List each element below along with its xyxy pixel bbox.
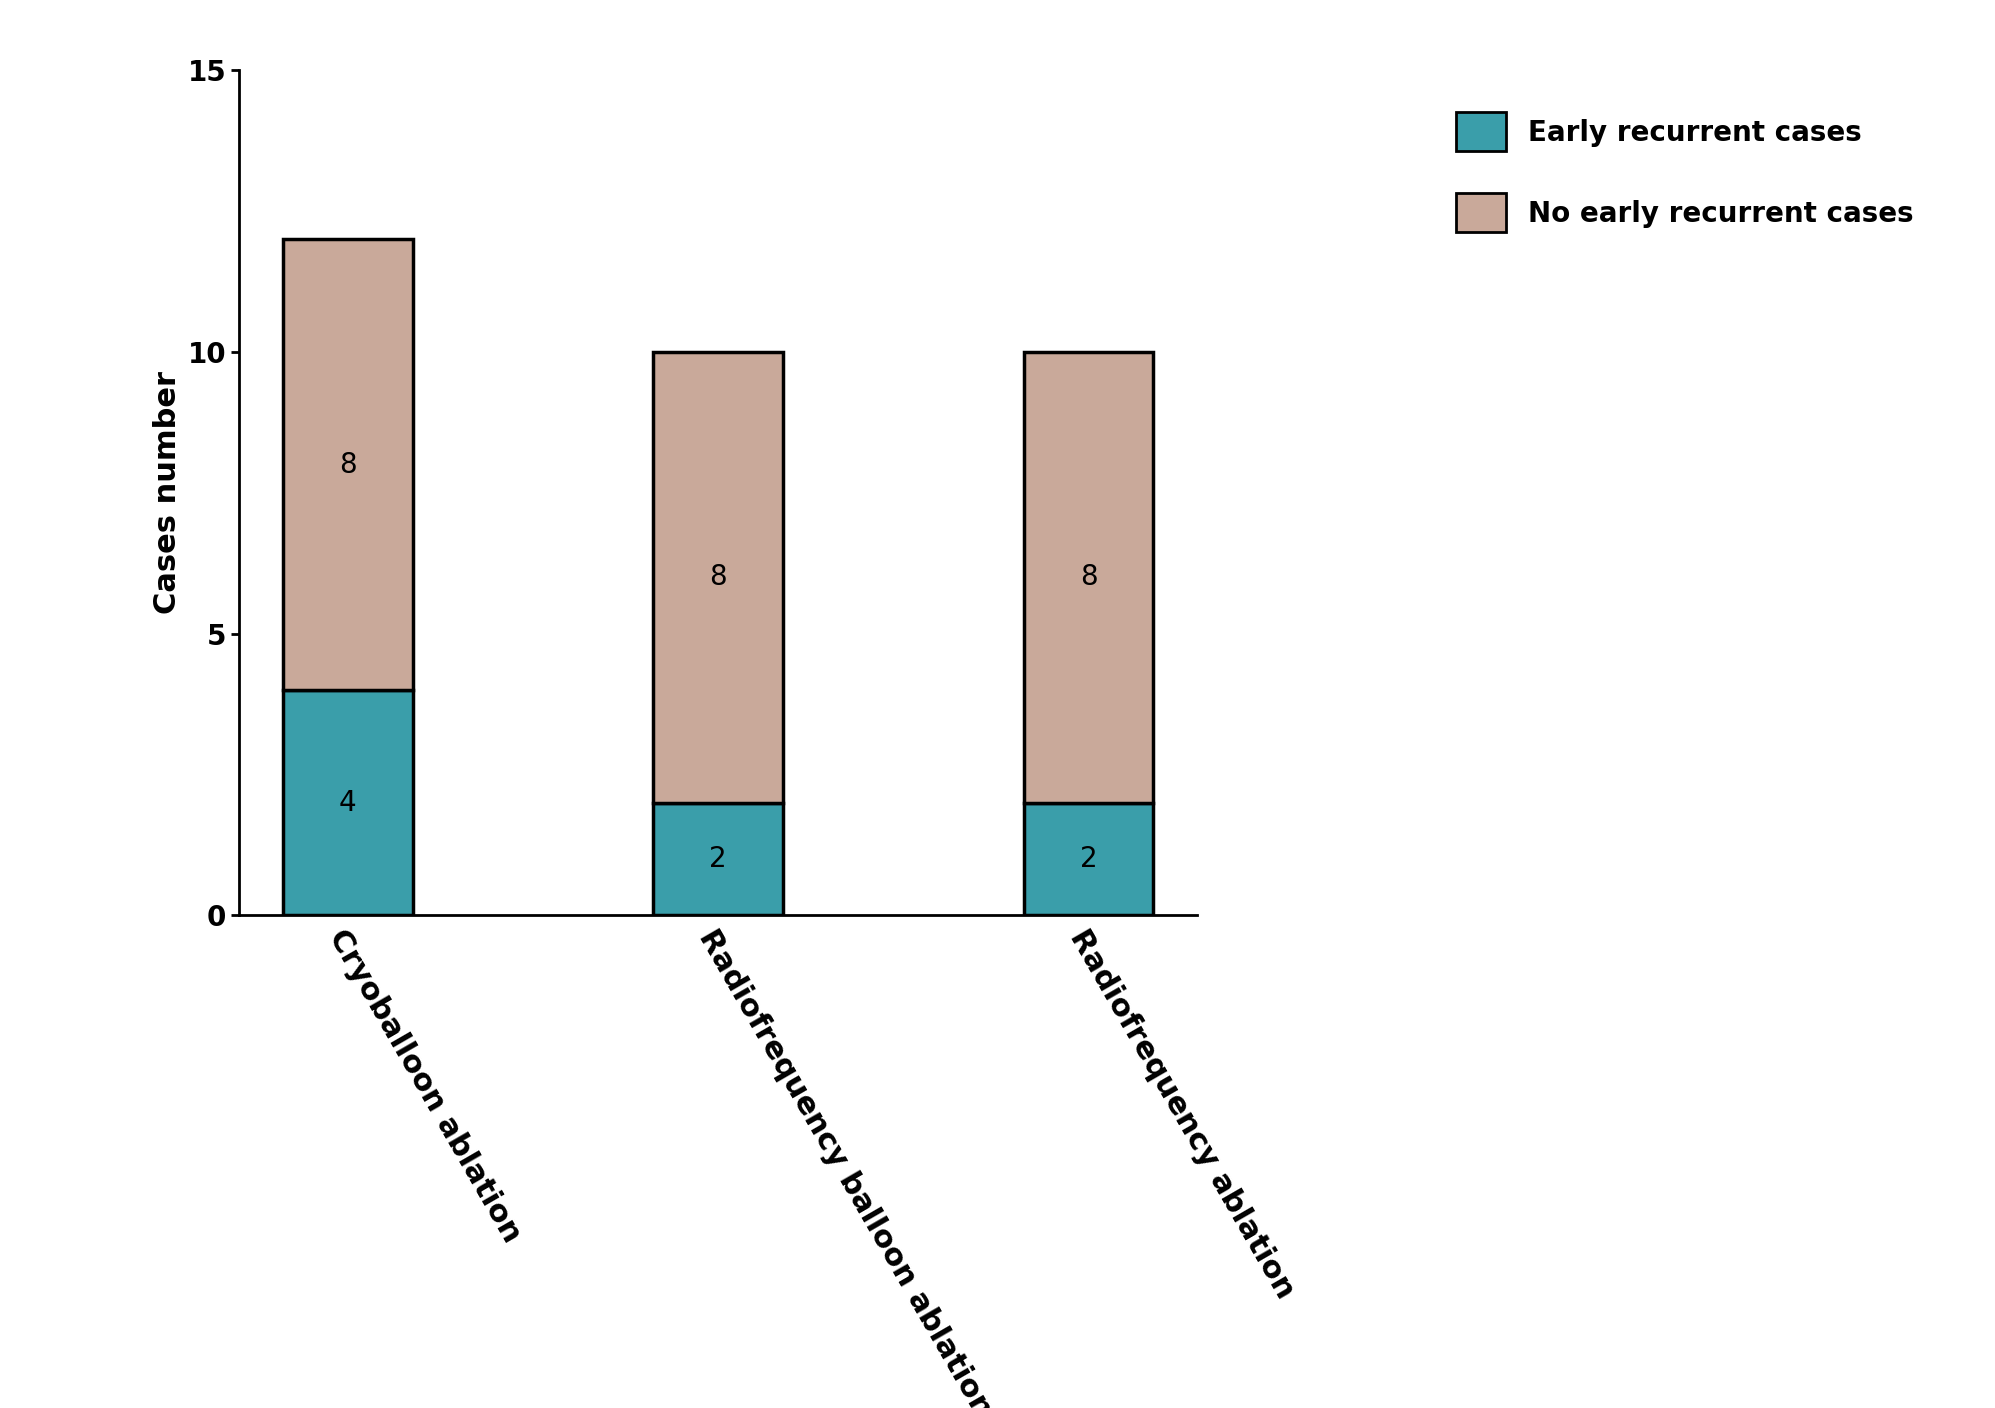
Bar	[283, 239, 413, 690]
Bar	[1023, 352, 1153, 803]
Text: 2: 2	[710, 845, 726, 873]
Bar	[283, 690, 413, 915]
Bar	[654, 352, 782, 803]
Y-axis label: Cases number: Cases number	[154, 372, 182, 614]
Text: 8: 8	[710, 563, 726, 591]
Bar	[1023, 803, 1153, 915]
Text: 8: 8	[339, 451, 357, 479]
Legend: Early recurrent cases, No early recurrent cases: Early recurrent cases, No early recurren…	[1428, 84, 1941, 260]
Text: 8: 8	[1079, 563, 1097, 591]
Text: 4: 4	[339, 788, 357, 817]
Text: 2: 2	[1079, 845, 1097, 873]
Bar	[654, 803, 782, 915]
